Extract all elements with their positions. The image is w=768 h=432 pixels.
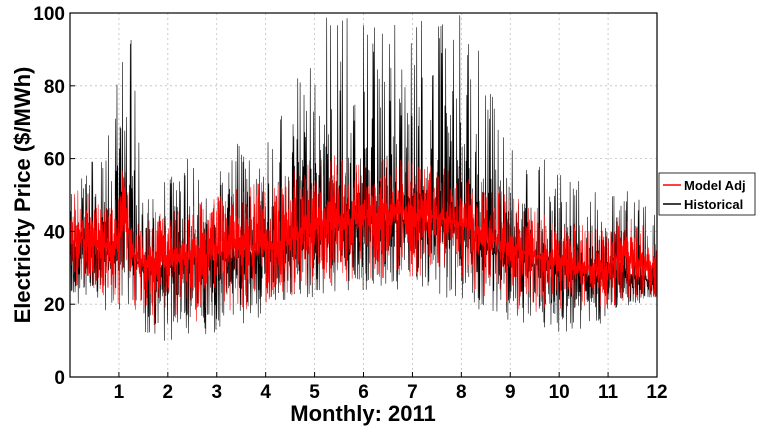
legend-label-model-adj: Model Adj — [684, 178, 746, 193]
x-tick-label: 10 — [549, 382, 570, 403]
series-line-model-adj — [70, 155, 657, 325]
y-tick-label: 100 — [33, 4, 65, 25]
x-tick-label: 5 — [309, 382, 320, 403]
x-tick-label: 4 — [260, 382, 271, 403]
x-tick-label: 6 — [358, 382, 369, 403]
x-tick-label: 8 — [456, 382, 467, 403]
x-tick-label: 9 — [505, 382, 516, 403]
y-tick-label: 80 — [44, 77, 65, 98]
x-tick-label: 1 — [114, 382, 125, 403]
x-axis-label: Monthly: 2011 — [290, 401, 435, 426]
y-axis-label: Electricity Price ($/MWh) — [10, 67, 35, 324]
x-tick-label: 11 — [598, 382, 619, 403]
x-tick-label: 2 — [163, 382, 174, 403]
legend-box — [658, 172, 756, 216]
y-tick-label: 60 — [44, 150, 65, 171]
y-tick-label: 20 — [44, 295, 65, 316]
legend: Model Adj Historical — [658, 172, 756, 216]
x-tick-label: 3 — [211, 382, 222, 403]
legend-label-historical: Historical — [684, 197, 743, 212]
y-tick-label: 40 — [44, 222, 65, 243]
x-tick-label: 7 — [407, 382, 418, 403]
y-tick-label: 0 — [54, 368, 65, 389]
x-tick-label: 12 — [646, 382, 667, 403]
